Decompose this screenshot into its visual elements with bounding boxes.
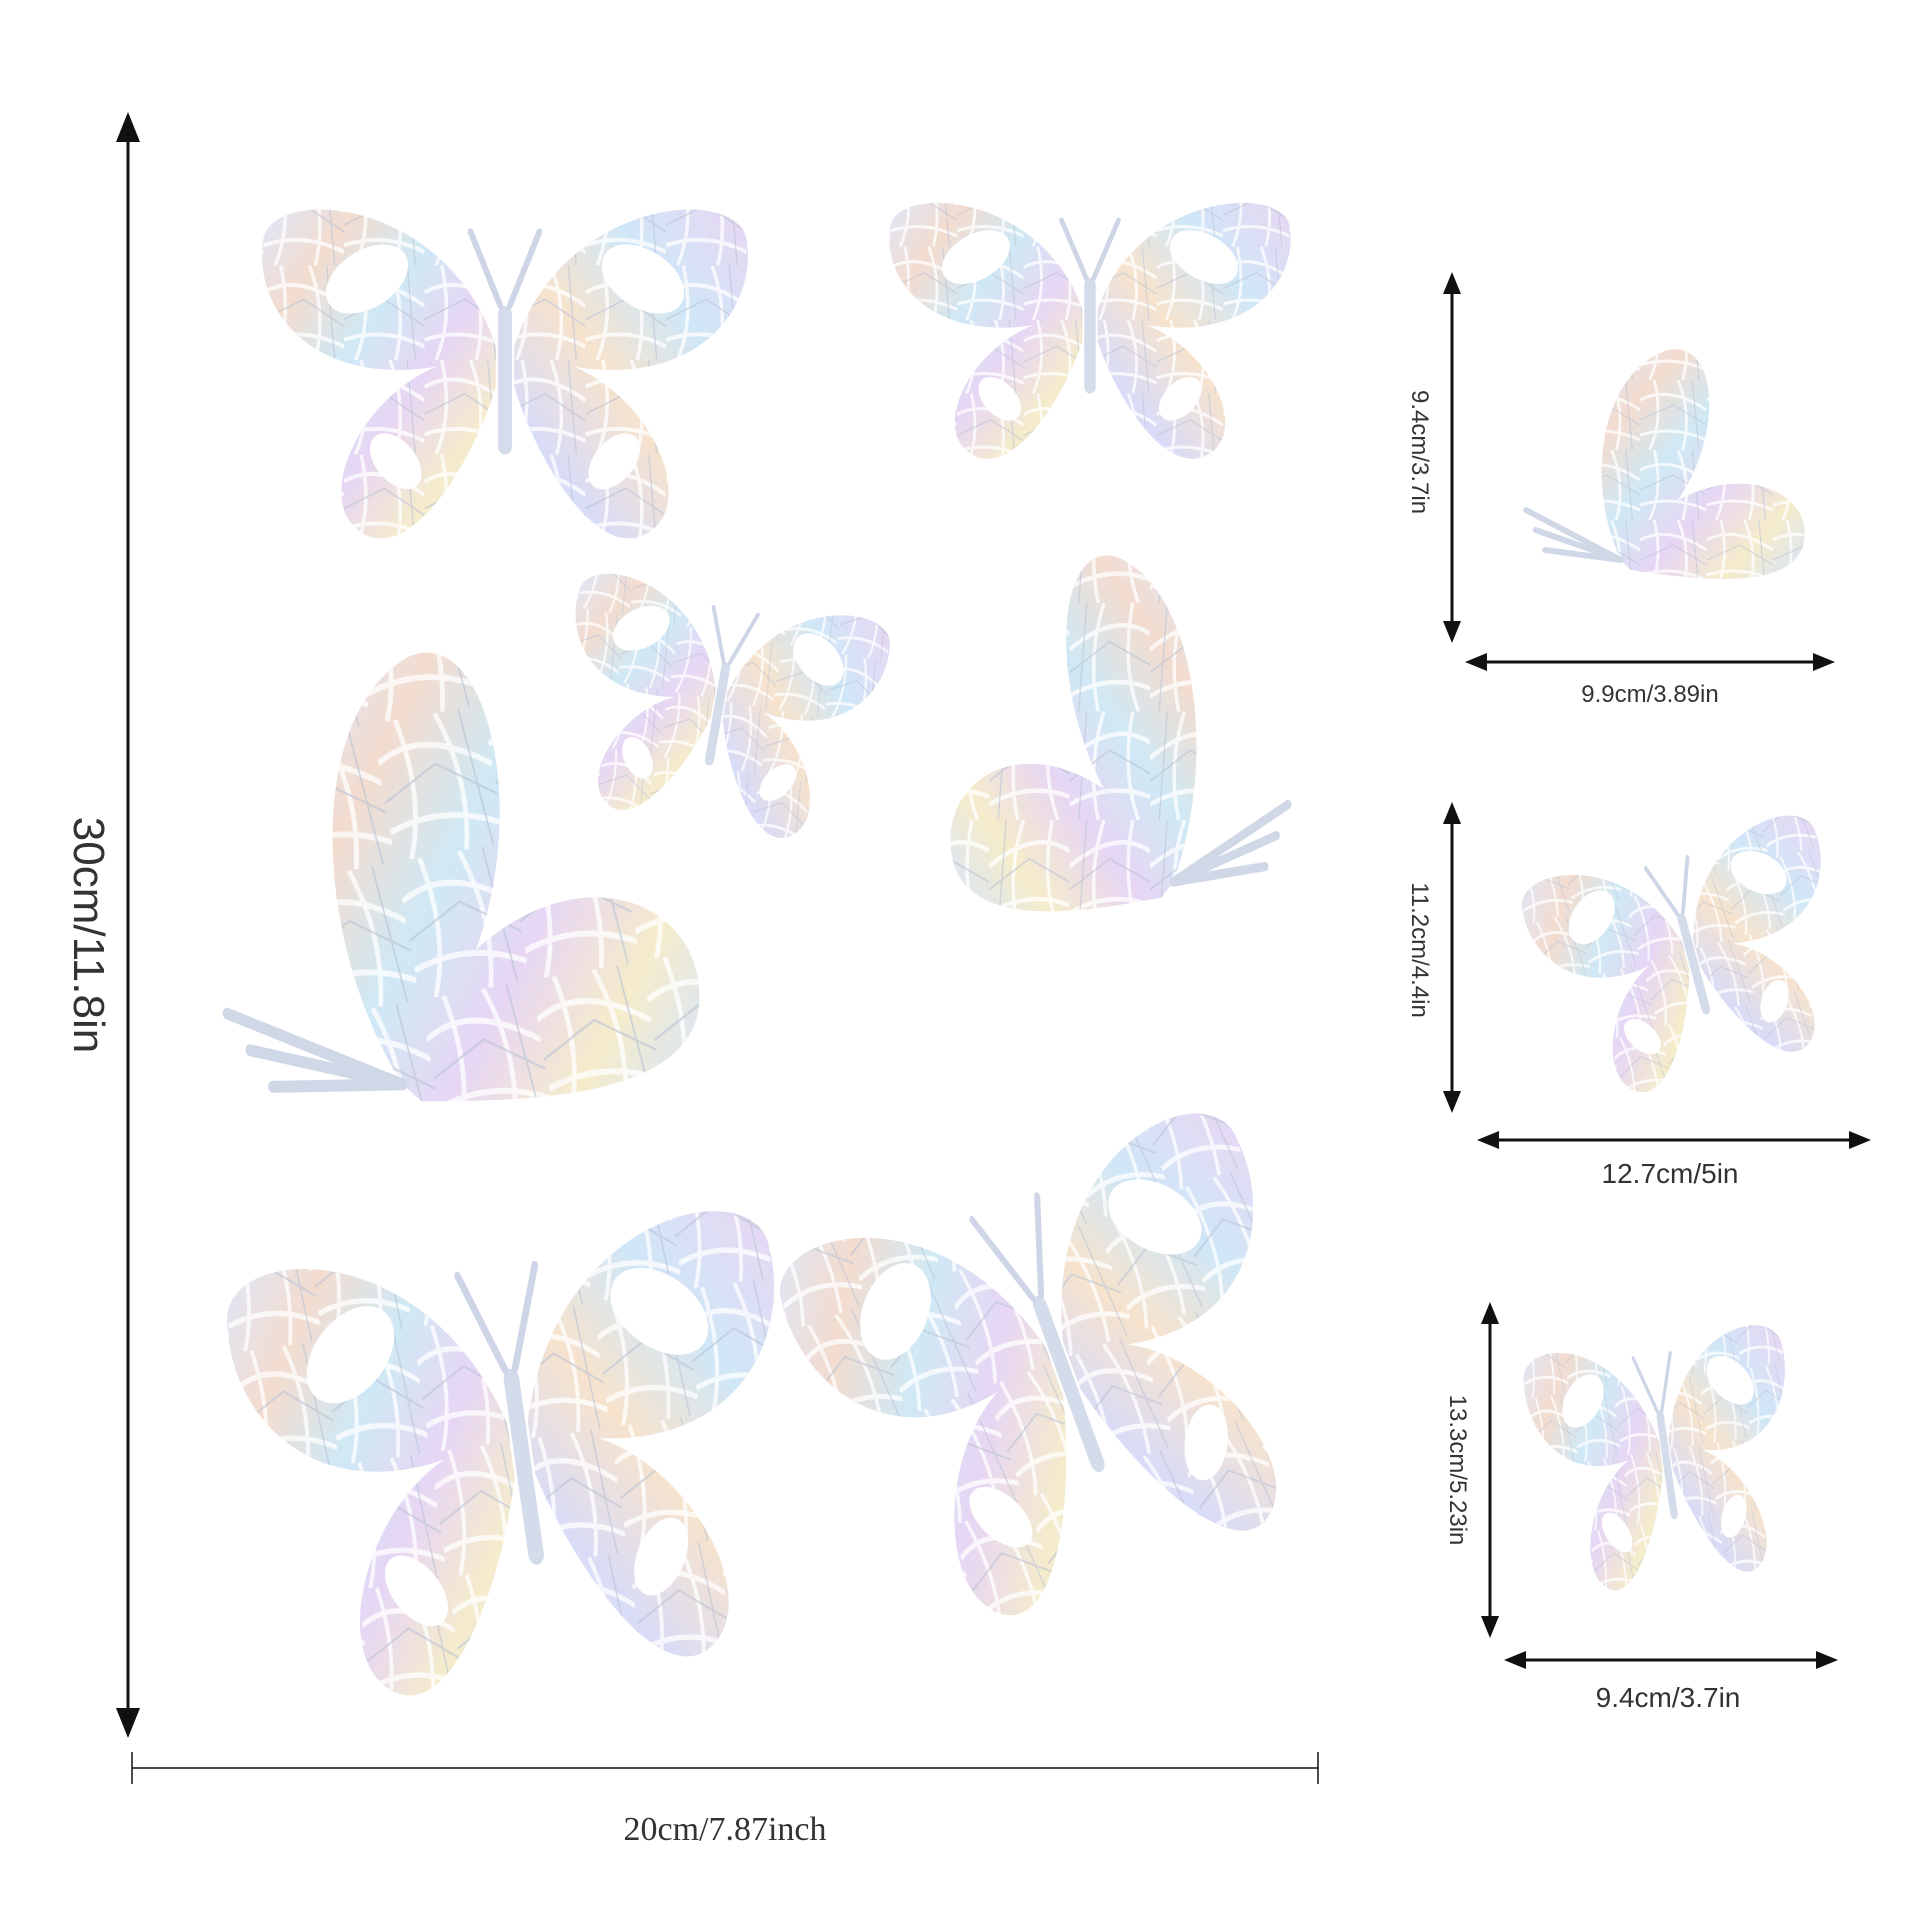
- butterfly-sticker-5: [951, 555, 1288, 911]
- sample-1-width-arrow-left-icon: [1465, 653, 1487, 671]
- sample-1-width-label: 9.9cm/3.89in: [1581, 681, 1718, 708]
- sample-1-height-label: 9.4cm/3.7in: [1406, 390, 1433, 514]
- sheet-height-arrow-bottom-icon: [116, 1708, 140, 1738]
- sample-1-height-arrow-top-icon: [1443, 272, 1461, 294]
- sample-3-height-arrow-bottom-icon: [1481, 1616, 1499, 1638]
- sample-2-width-label: 12.7cm/5in: [1602, 1158, 1739, 1189]
- butterfly-sticker-3: [542, 568, 894, 851]
- sample-2-width-arrow-left-icon: [1477, 1131, 1499, 1149]
- sheet-width-dimension: 20cm/7.87inch: [132, 1752, 1318, 1848]
- sheet-height-label: 30cm/11.8in: [64, 817, 113, 1053]
- butterfly-sticker-7: [767, 1099, 1365, 1654]
- sample-3-width-arrow-right-icon: [1816, 1651, 1838, 1669]
- sample-2-height-arrow-top-icon: [1443, 802, 1461, 824]
- sample-2: 11.2cm/4.4in 12.7cm/5in: [1406, 802, 1871, 1189]
- butterfly-sticker-4: [172, 615, 714, 1149]
- sample-3-height-arrow-top-icon: [1481, 1302, 1499, 1324]
- sample-3-height-label: 13.3cm/5.23in: [1444, 1395, 1471, 1546]
- sample-1-butterfly: [1526, 349, 1805, 579]
- sample-2-butterfly: [1516, 808, 1870, 1110]
- butterfly-sticker-6: [220, 1203, 825, 1714]
- sheet-height-dimension: 30cm/11.8in: [64, 112, 140, 1738]
- sample-3-width-arrow-left-icon: [1504, 1651, 1526, 1669]
- sample-3: 13.3cm/5.23in 9.4cm/3.7in: [1444, 1302, 1838, 1713]
- sticker-sheet: [172, 203, 1366, 1714]
- sheet-height-arrow-top-icon: [116, 112, 140, 142]
- sample-2-width-arrow-right-icon: [1849, 1131, 1871, 1149]
- sample-1: 9.4cm/3.7in 9.9cm/3.89in: [1406, 272, 1835, 708]
- butterfly-sticker-2: [889, 203, 1290, 459]
- sheet-width-label: 20cm/7.87inch: [623, 1811, 826, 1848]
- sample-1-width-arrow-right-icon: [1813, 653, 1835, 671]
- butterfly-sticker-1: [262, 209, 748, 538]
- sample-2-height-arrow-bottom-icon: [1443, 1091, 1461, 1113]
- sample-3-width-label: 9.4cm/3.7in: [1596, 1682, 1741, 1713]
- sample-1-height-arrow-bottom-icon: [1443, 621, 1461, 643]
- sample-2-height-label: 11.2cm/4.4in: [1406, 882, 1433, 1018]
- sample-3-butterfly: [1520, 1321, 1813, 1599]
